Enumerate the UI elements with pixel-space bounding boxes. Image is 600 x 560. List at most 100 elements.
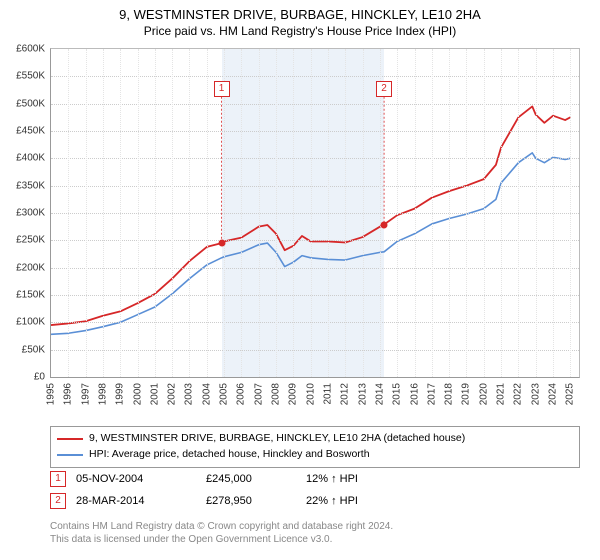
grid-v: [259, 49, 260, 377]
grid-v: [172, 49, 173, 377]
x-axis-label: 1998: [97, 383, 108, 405]
x-axis-label: 2014: [374, 383, 385, 405]
grid-v: [397, 49, 398, 377]
x-axis-label: 2003: [184, 383, 195, 405]
x-axis-label: 2005: [219, 383, 230, 405]
trade-price: £245,000: [206, 473, 296, 485]
y-axis-label: £0: [0, 372, 45, 383]
x-axis-label: 1995: [46, 383, 57, 405]
grid-h: [51, 350, 579, 351]
legend-label: 9, WESTMINSTER DRIVE, BURBAGE, HINCKLEY,…: [89, 431, 465, 447]
footer: Contains HM Land Registry data © Crown c…: [50, 520, 580, 546]
grid-v: [311, 49, 312, 377]
trade-row-1: 1 05-NOV-2004 £245,000 12% ↑ HPI: [50, 468, 580, 490]
grid-h: [51, 322, 579, 323]
y-axis-label: £300K: [0, 208, 45, 219]
y-axis-label: £400K: [0, 153, 45, 164]
y-axis-label: £150K: [0, 290, 45, 301]
grid-v: [68, 49, 69, 377]
trades-table: 1 05-NOV-2004 £245,000 12% ↑ HPI 2 28-MAR-201…: [50, 468, 580, 512]
grid-h: [51, 213, 579, 214]
x-axis-label: 2019: [461, 383, 472, 405]
trade-marker: 1: [50, 471, 66, 487]
grid-v: [86, 49, 87, 377]
grid-v: [432, 49, 433, 377]
trade-date: 05-NOV-2004: [76, 473, 196, 485]
y-axis-label: £350K: [0, 180, 45, 191]
footer-line-2: This data is licensed under the Open Gov…: [50, 533, 580, 546]
y-axis-label: £100K: [0, 317, 45, 328]
y-axis-label: £50K: [0, 344, 45, 355]
x-axis-label: 2021: [496, 383, 507, 405]
x-axis-label: 2007: [253, 383, 264, 405]
grid-v: [276, 49, 277, 377]
grid-v: [207, 49, 208, 377]
legend-row-1: HPI: Average price, detached house, Hinc…: [57, 447, 571, 463]
trade-marker: 2: [50, 493, 66, 509]
grid-v: [466, 49, 467, 377]
x-axis-label: 2002: [167, 383, 178, 405]
x-axis-label: 1999: [115, 383, 126, 405]
grid-v: [570, 49, 571, 377]
x-axis-label: 2022: [513, 383, 524, 405]
grid-v: [241, 49, 242, 377]
grid-v: [536, 49, 537, 377]
sale-point-1: [218, 240, 225, 247]
grid-h: [51, 186, 579, 187]
y-axis-label: £450K: [0, 126, 45, 137]
grid-v: [103, 49, 104, 377]
trade-hpi: 12% ↑ HPI: [306, 473, 580, 485]
x-axis-label: 2013: [357, 383, 368, 405]
x-axis-label: 2024: [548, 383, 559, 405]
x-axis-label: 2018: [444, 383, 455, 405]
grid-v: [380, 49, 381, 377]
chart-marker-1: 1: [214, 81, 230, 97]
grid-h: [51, 131, 579, 132]
x-axis-label: 2004: [201, 383, 212, 405]
legend-row-0: 9, WESTMINSTER DRIVE, BURBAGE, HINCKLEY,…: [57, 431, 571, 447]
x-axis-label: 2000: [132, 383, 143, 405]
trade-hpi: 22% ↑ HPI: [306, 495, 580, 507]
legend-label: HPI: Average price, detached house, Hinc…: [89, 447, 370, 463]
trade-row-2: 2 28-MAR-2014 £278,950 22% ↑ HPI: [50, 490, 580, 512]
y-axis-label: £550K: [0, 71, 45, 82]
grid-v: [224, 49, 225, 377]
legend-swatch: [57, 438, 83, 440]
grid-v: [415, 49, 416, 377]
sale-point-2: [381, 221, 388, 228]
x-axis-label: 2012: [340, 383, 351, 405]
x-axis-label: 2015: [392, 383, 403, 405]
grid-v: [553, 49, 554, 377]
grid-h: [51, 240, 579, 241]
legend-box: 9, WESTMINSTER DRIVE, BURBAGE, HINCKLEY,…: [50, 426, 580, 468]
x-axis-label: 1996: [63, 383, 74, 405]
x-axis-label: 2008: [271, 383, 282, 405]
x-axis-label: 2025: [565, 383, 576, 405]
x-axis-label: 2020: [478, 383, 489, 405]
chart-title: 9, WESTMINSTER DRIVE, BURBAGE, HINCKLEY,…: [0, 0, 600, 24]
x-axis-label: 2017: [426, 383, 437, 405]
trade-price: £278,950: [206, 495, 296, 507]
x-axis-label: 2006: [236, 383, 247, 405]
grid-v: [518, 49, 519, 377]
grid-h: [51, 76, 579, 77]
chart-marker-2: 2: [376, 81, 392, 97]
grid-v: [328, 49, 329, 377]
trade-date: 28-MAR-2014: [76, 495, 196, 507]
x-axis-label: 2009: [288, 383, 299, 405]
grid-v: [449, 49, 450, 377]
x-axis-label: 2011: [322, 383, 333, 405]
footer-line-1: Contains HM Land Registry data © Crown c…: [50, 520, 580, 533]
grid-h: [51, 295, 579, 296]
legend-swatch: [57, 454, 83, 456]
y-axis-label: £200K: [0, 262, 45, 273]
chart-area: £0£50K£100K£150K£200K£250K£300K£350K£400…: [50, 48, 580, 378]
grid-v: [345, 49, 346, 377]
grid-v: [501, 49, 502, 377]
grid-v: [484, 49, 485, 377]
grid-v: [138, 49, 139, 377]
grid-h: [51, 158, 579, 159]
grid-v: [363, 49, 364, 377]
y-axis-label: £250K: [0, 235, 45, 246]
x-axis-label: 2010: [305, 383, 316, 405]
